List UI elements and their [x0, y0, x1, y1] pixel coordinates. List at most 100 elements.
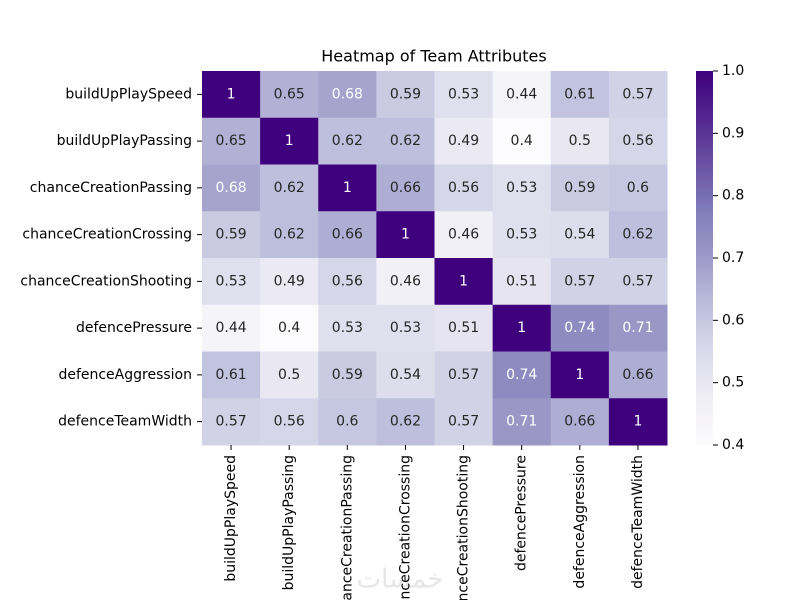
cell-label: 0.61	[215, 367, 246, 383]
cell	[434, 258, 494, 306]
cell-label: 0.44	[215, 320, 246, 336]
cell	[202, 164, 261, 212]
x-tick-label: buildUpPlayPassing	[281, 455, 297, 590]
y-tick-label: defencePressure	[76, 320, 192, 336]
cell-label: 0.68	[332, 86, 363, 102]
cell-label: 0.53	[506, 227, 537, 243]
cell	[318, 71, 377, 119]
colorbar-tick-label: 0.6	[722, 312, 744, 328]
chart-title: Heatmap of Team Attributes	[321, 47, 546, 66]
cell	[260, 117, 319, 165]
cell	[492, 351, 552, 399]
cell	[260, 304, 319, 352]
cell-label: 0.59	[215, 227, 246, 243]
colorbar-tick-label: 0.5	[722, 375, 744, 391]
cell-label: 1	[517, 320, 526, 336]
colorbar-tick-label: 0.7	[722, 250, 744, 266]
cell	[608, 351, 668, 399]
cell	[260, 351, 319, 399]
cell	[608, 304, 668, 352]
cell-label: 0.66	[390, 180, 421, 196]
cell	[202, 211, 261, 259]
y-tick-label: buildUpPlayPassing	[57, 133, 192, 149]
cell	[550, 398, 610, 446]
cell	[260, 164, 319, 212]
cell-label: 0.49	[274, 273, 305, 289]
cell-label: 1	[575, 367, 584, 383]
cell	[492, 117, 552, 165]
cell	[318, 258, 377, 306]
y-tick-label: chanceCreationShooting	[20, 273, 192, 289]
cell-label: 0.65	[274, 86, 305, 102]
x-tick-label: defencePressure	[514, 455, 530, 571]
cell	[608, 211, 668, 259]
cell	[492, 398, 552, 446]
x-tick-label: defenceAggression	[572, 455, 588, 589]
cell-label: 1	[459, 273, 468, 289]
x-tick-label: chanceCreationShooting	[456, 455, 472, 600]
cell-label: 0.4	[278, 320, 300, 336]
cell	[260, 398, 319, 446]
cell-label: 0.62	[390, 414, 421, 430]
cell	[608, 71, 668, 119]
cell-label: 0.53	[390, 320, 421, 336]
cell-label: 0.54	[390, 367, 421, 383]
cell	[434, 117, 494, 165]
cell-label: 0.65	[215, 133, 246, 149]
cell-label: 0.62	[332, 133, 363, 149]
cell	[550, 258, 610, 306]
cell	[434, 398, 494, 446]
cell-label: 0.56	[274, 414, 305, 430]
y-tick-label: defenceAggression	[58, 367, 192, 383]
cell-label: 1	[343, 180, 352, 196]
cell-label: 1	[633, 414, 642, 430]
cell	[260, 258, 319, 306]
cell-label: 0.56	[448, 180, 479, 196]
cell	[492, 211, 552, 259]
x-tick-label: defenceTeamWidth	[630, 455, 646, 589]
cell-label: 0.57	[622, 86, 653, 102]
cell-label: 0.61	[564, 86, 595, 102]
cell	[550, 304, 610, 352]
cell-label: 0.51	[506, 273, 537, 289]
cell-label: 0.56	[332, 273, 363, 289]
cell-label: 0.74	[564, 320, 595, 336]
cell	[318, 211, 377, 259]
cell	[608, 117, 668, 165]
cell	[260, 211, 319, 259]
cell	[260, 71, 319, 119]
cell-label: 0.74	[506, 367, 537, 383]
cell-label: 0.4	[511, 133, 533, 149]
cell	[608, 398, 668, 446]
cell-label: 1	[285, 133, 294, 149]
cell	[608, 258, 668, 306]
colorbar-tick-label: 0.8	[722, 188, 744, 204]
cell	[202, 351, 261, 399]
cell	[550, 211, 610, 259]
cell	[434, 304, 494, 352]
y-tick-label: chanceCreationCrossing	[22, 227, 192, 243]
cell-label: 0.54	[564, 227, 595, 243]
cell	[376, 351, 435, 399]
cell-label: 0.44	[506, 86, 537, 102]
y-tick-label: defenceTeamWidth	[58, 414, 192, 430]
cell-label: 0.59	[332, 367, 363, 383]
cell-label: 0.62	[390, 133, 421, 149]
colorbar-tick-label: 0.9	[722, 125, 744, 141]
cell-label: 0.46	[390, 273, 421, 289]
cell	[434, 211, 494, 259]
cell-label: 0.62	[622, 227, 653, 243]
cell	[550, 351, 610, 399]
cell	[492, 258, 552, 306]
cell-label: 0.51	[448, 320, 479, 336]
cell-label: 0.57	[215, 414, 246, 430]
cell	[492, 304, 552, 352]
cell	[376, 304, 435, 352]
cell-label: 0.53	[448, 86, 479, 102]
cell-label: 0.59	[564, 180, 595, 196]
cell-label: 0.5	[278, 367, 300, 383]
cell-label: 0.71	[622, 320, 653, 336]
colorbar	[696, 71, 713, 445]
cell	[318, 398, 377, 446]
cell-label: 0.57	[622, 273, 653, 289]
